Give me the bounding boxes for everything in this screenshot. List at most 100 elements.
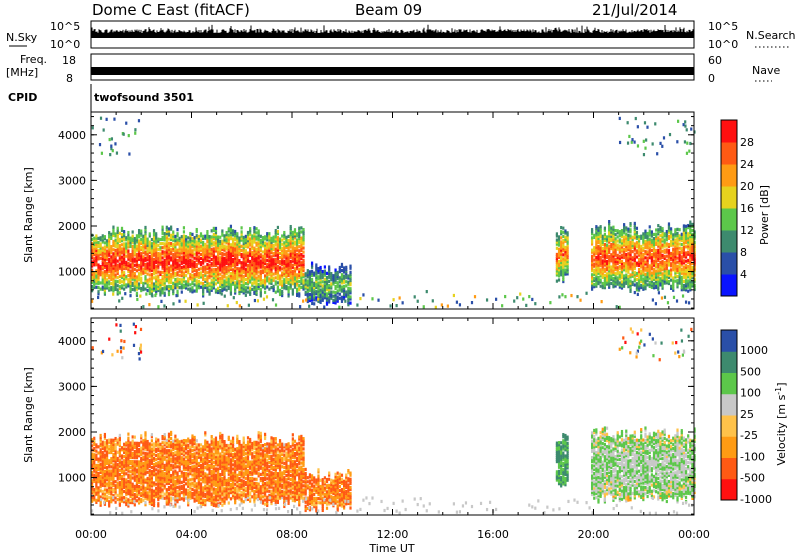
echo-cell (283, 243, 286, 247)
echo-cell (123, 271, 126, 275)
echo-cell (593, 272, 596, 276)
echo-cell (236, 246, 239, 250)
echo-cell (691, 261, 694, 266)
echo-cell (202, 269, 205, 273)
echo-cell (310, 298, 314, 302)
echo-cell (259, 271, 262, 275)
echo-cell (244, 236, 247, 241)
echo-cell (131, 263, 134, 267)
echo-cell (298, 238, 301, 243)
echo-cell (176, 232, 179, 236)
echo-cell (150, 291, 153, 295)
echo-cell (116, 284, 119, 288)
echo-cell (259, 234, 262, 238)
echo-cell (642, 279, 645, 283)
echo-cell (240, 226, 243, 230)
echo-cell (644, 252, 647, 256)
echo-cell (306, 295, 309, 299)
echo-cell (693, 234, 696, 238)
echo-cell (610, 265, 613, 269)
colorbar-tick-label: 20 (740, 180, 754, 193)
echo-cell (684, 253, 688, 257)
echo-cell (599, 229, 602, 233)
echo-cell (293, 279, 297, 283)
echo-cell (155, 238, 158, 242)
echo-cell (674, 265, 677, 269)
echo-cell (293, 283, 297, 287)
echo-cell (101, 254, 104, 259)
echo-cell (257, 241, 260, 245)
echo-cell (182, 254, 186, 259)
echo-cell (625, 236, 628, 240)
echo-cell (140, 245, 143, 250)
echo-cell (682, 236, 686, 240)
echo-cell (261, 262, 265, 266)
echo-cell (221, 282, 224, 286)
echo-cell (152, 268, 156, 272)
echo-cell (274, 241, 277, 245)
echo-cell (422, 305, 425, 309)
echo-cell (95, 484, 98, 488)
echo-cell (225, 239, 228, 243)
echo-cell (672, 268, 675, 272)
echo-cell (103, 235, 107, 239)
echo-cell (691, 241, 694, 245)
echo-cell (667, 261, 671, 265)
echo-cell (676, 227, 679, 231)
echo-cell (212, 253, 215, 257)
echo-cell (319, 298, 322, 302)
echo-cell (193, 268, 196, 273)
echo-cell (240, 261, 243, 265)
echo-cell (293, 254, 297, 259)
echo-cell (285, 237, 288, 241)
echo-cell (689, 251, 692, 255)
echo-cell (221, 270, 224, 274)
echo-cell (159, 278, 162, 283)
echo-cell (644, 256, 647, 260)
echo-cell (229, 259, 233, 263)
echo-cell (189, 254, 192, 258)
echo-cell (665, 262, 668, 267)
echo-cell (635, 245, 639, 249)
echo-cell (240, 244, 243, 248)
echo-cell (693, 277, 696, 281)
echo-cell (189, 272, 192, 277)
echo-cell (167, 290, 171, 295)
echo-cell (659, 229, 662, 234)
echo-cell (283, 272, 286, 276)
echo-cell (217, 290, 220, 295)
echo-cell (268, 269, 271, 273)
echo-cell (95, 246, 98, 250)
echo-cell (610, 234, 613, 238)
echo-cell (268, 273, 271, 277)
echo-cell (103, 253, 107, 257)
echo-cell (255, 237, 258, 241)
echo-cell (642, 267, 645, 271)
echo-cell (599, 227, 602, 231)
echo-cell (557, 278, 561, 282)
echo-cell (219, 239, 222, 243)
echo-cell (114, 259, 117, 263)
echo-cell (328, 288, 331, 292)
echo-cell (214, 288, 218, 292)
echo-cell (155, 281, 158, 285)
echo-cell (133, 288, 136, 292)
echo-cell (118, 278, 121, 283)
echo-cell (659, 234, 662, 238)
echo-cell (693, 244, 696, 248)
echo-cell (155, 232, 158, 236)
echo-cell (199, 256, 203, 261)
echo-cell (97, 480, 100, 484)
echo-cell (343, 270, 346, 274)
echo-cell (242, 246, 245, 250)
echo-cell (323, 296, 326, 300)
echo-cell (612, 233, 615, 238)
echo-cell (646, 240, 649, 244)
echo-cell (555, 256, 559, 261)
echo-cell (240, 271, 243, 275)
echo-cell (118, 254, 121, 258)
echo-cell (605, 261, 609, 266)
echo-cell (214, 263, 218, 267)
echo-cell (165, 231, 168, 236)
echo-cell (137, 249, 141, 253)
